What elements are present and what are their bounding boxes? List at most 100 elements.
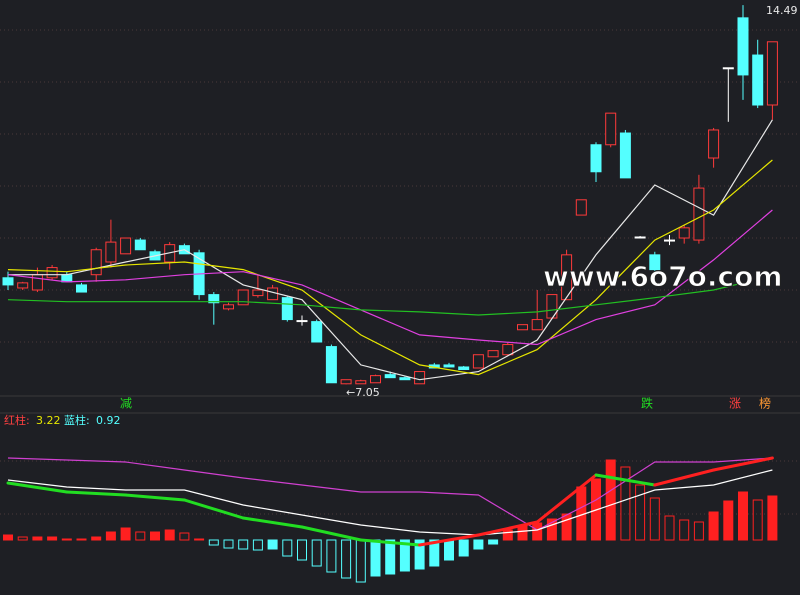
indicator-bar — [355, 539, 366, 583]
indicator-bar — [532, 522, 543, 541]
indicator-bar — [164, 529, 175, 541]
ma-line — [7, 159, 773, 376]
indicator-bar — [326, 539, 337, 573]
candle-body — [355, 380, 367, 385]
candle-body — [502, 344, 514, 356]
indicator-bar — [238, 539, 249, 550]
indicator-bar — [488, 539, 499, 545]
low-annotation: ←7.05 — [346, 386, 380, 399]
indicator-line-segment — [300, 525, 363, 542]
indicator-bar — [311, 539, 322, 567]
indicator-bar — [194, 538, 205, 541]
candle-body — [223, 304, 234, 310]
candle-body — [531, 319, 543, 331]
candle-body — [281, 297, 293, 321]
indicator-bar — [135, 531, 146, 541]
indicator-bar — [370, 539, 381, 577]
candle-body — [340, 379, 352, 385]
indicator-line-segment — [241, 516, 304, 529]
candle-body — [296, 320, 308, 323]
indicator-bar — [561, 513, 572, 541]
indicator-bar — [664, 515, 675, 541]
candle-body — [90, 249, 102, 276]
indicator-bar — [708, 511, 719, 541]
candle-body — [414, 371, 426, 385]
indicator-bar — [429, 539, 440, 567]
indicator-panel — [3, 456, 778, 583]
indicator-bar — [3, 534, 13, 541]
candle-body — [458, 366, 470, 371]
candle-body — [370, 375, 381, 384]
candle-body — [76, 284, 87, 293]
indicator-line-segment — [653, 468, 716, 487]
candle-body — [443, 364, 455, 368]
candle-body — [46, 267, 58, 279]
indicator-bar — [179, 532, 190, 541]
indicator-bar — [649, 497, 660, 541]
indicator-line-segment — [418, 533, 480, 547]
ma-line — [7, 469, 773, 536]
indicator-bar — [223, 539, 234, 549]
indicator-bar — [105, 531, 116, 541]
candle-body — [2, 277, 14, 286]
indicator-bar — [120, 527, 131, 541]
ma-line — [8, 119, 773, 381]
candle-body — [311, 321, 323, 343]
indicator-bar — [458, 539, 469, 557]
candle-body — [399, 377, 411, 381]
signal-label: 榜 — [759, 396, 771, 411]
indicator-bar — [282, 539, 293, 557]
candle-body — [575, 199, 587, 216]
signal-label: 涨 — [729, 396, 741, 411]
candle-body — [561, 254, 573, 301]
indicator-bar — [341, 539, 352, 579]
candle-body — [120, 237, 132, 255]
indicator-bar — [17, 536, 28, 541]
indicator-bar — [61, 538, 72, 541]
indicator-bar — [47, 536, 58, 541]
indicator-bar — [252, 539, 263, 551]
indicator-line-segment — [712, 456, 774, 472]
indicator-bar — [723, 500, 734, 541]
indicator-line-segment — [124, 493, 186, 502]
candle-body — [752, 54, 764, 106]
candle-body — [384, 374, 396, 379]
indicator-bar — [546, 518, 557, 541]
indicator-bar — [679, 519, 690, 541]
signal-label: 跌 — [641, 396, 653, 411]
indicator-bar — [767, 495, 778, 541]
candle-body — [472, 354, 484, 369]
indicator-bar — [517, 525, 528, 541]
legend-label: 蓝柱: — [64, 413, 90, 427]
price-panel — [2, 5, 778, 385]
candle-body — [134, 239, 146, 251]
candle-body — [664, 239, 675, 242]
indicator-bar — [738, 491, 748, 541]
candle-body — [17, 282, 29, 289]
candle-body — [517, 324, 528, 331]
indicator-bar — [693, 521, 704, 541]
candle-body — [634, 236, 646, 239]
ma-line — [7, 457, 773, 531]
legend-value: 0.92 — [96, 414, 121, 427]
candle-body — [31, 274, 43, 291]
indicator-line-segment — [476, 520, 539, 537]
indicator-bar — [414, 539, 425, 570]
indicator-bar — [208, 539, 219, 546]
indicator-bar — [399, 539, 410, 572]
indicator-bar — [32, 536, 43, 541]
candle-body — [590, 144, 602, 173]
indicator-line-segment — [65, 490, 128, 497]
indicator-bar — [444, 539, 454, 561]
indicator-line-segment — [6, 481, 69, 494]
candle-body — [487, 350, 499, 358]
high-annotation: 14.49 — [766, 4, 798, 17]
grid — [0, 29, 800, 515]
indicator-bar — [502, 529, 513, 541]
legend-label: 红柱: — [4, 413, 30, 427]
indicator-line-segment — [594, 473, 657, 487]
candle-body — [105, 241, 117, 263]
watermark: www.6o7o.com — [543, 260, 783, 293]
candle-body — [61, 274, 73, 283]
ma-line — [7, 209, 773, 346]
